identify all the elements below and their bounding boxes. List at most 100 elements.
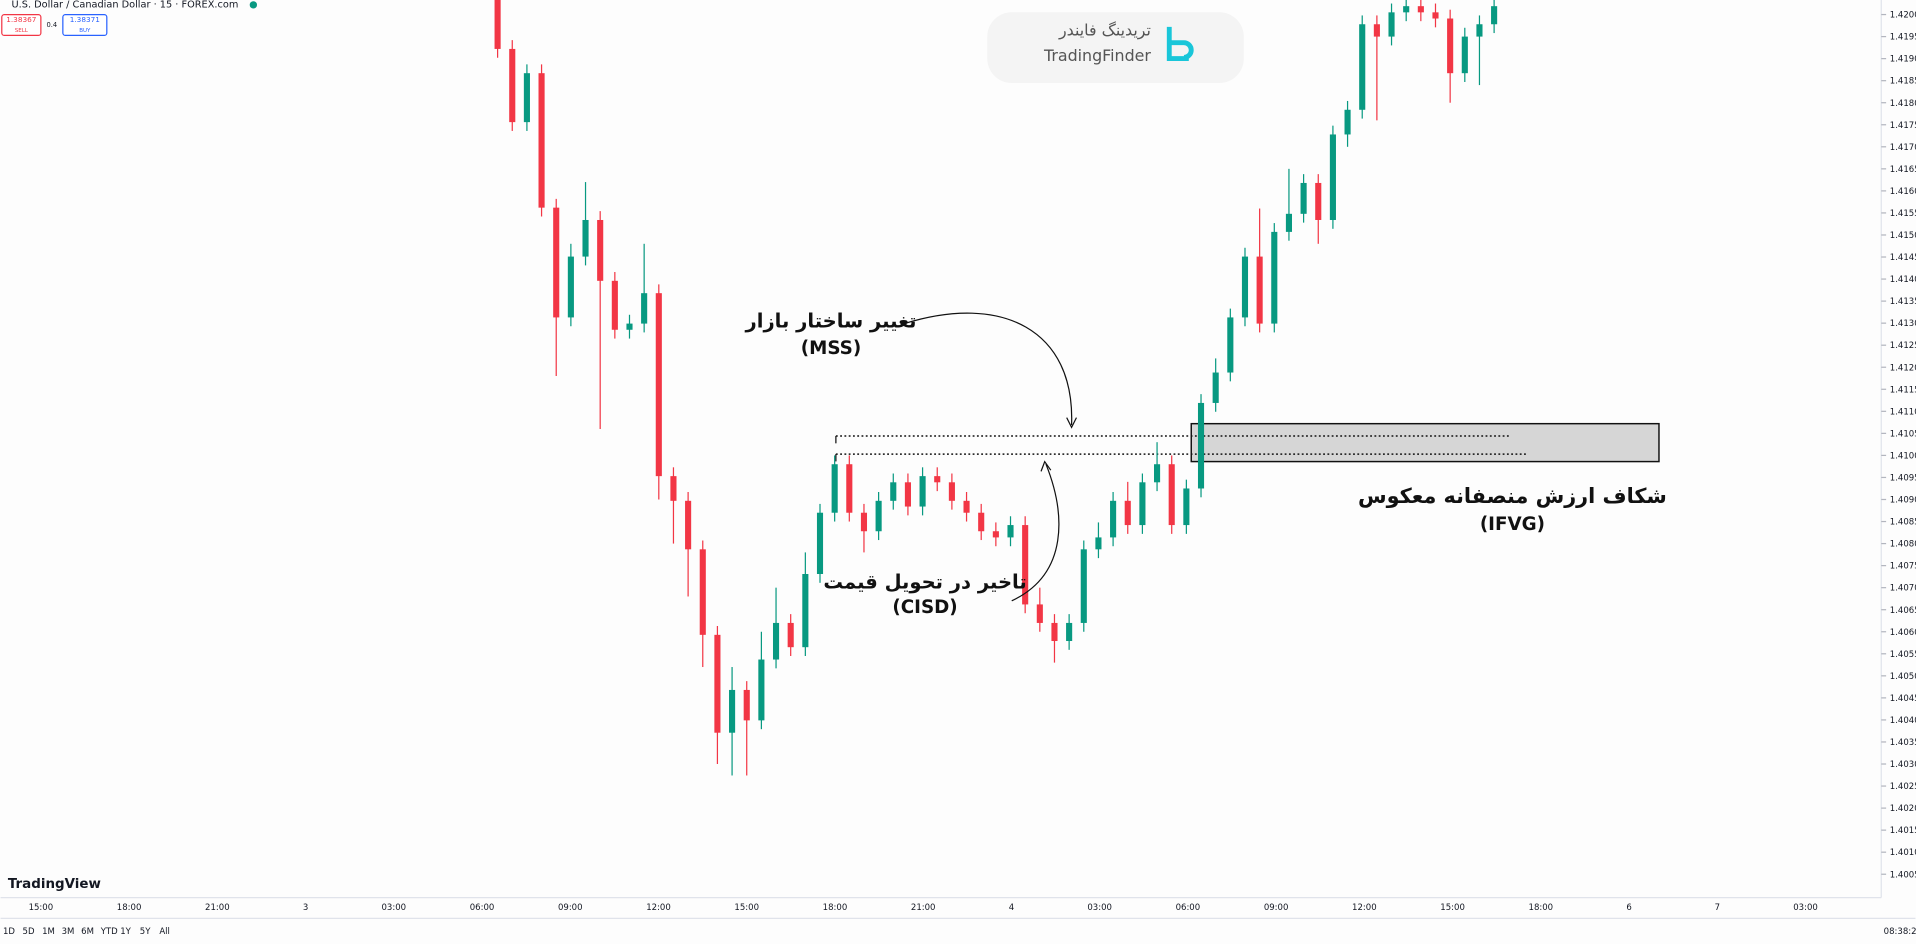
x-tick-label: 09:00 [558, 903, 583, 913]
candle-body [1212, 372, 1219, 403]
brand: TradingView [8, 877, 101, 892]
candle-body [626, 323, 633, 330]
cisd-arrowhead [1040, 460, 1052, 472]
x-tick-label: 3 [303, 903, 308, 913]
y-tick-label: 1.41400 [1890, 275, 1916, 285]
watermark-logo [1166, 26, 1194, 62]
candle-body [1491, 6, 1498, 25]
range-button[interactable]: YTD [100, 927, 118, 937]
candle-body [1256, 256, 1263, 324]
candle-body [509, 48, 516, 123]
symbol: U.S. Dollar / Canadian Dollar · 15 · FOR… [12, 0, 239, 10]
candle-body [685, 500, 692, 550]
y-tick-label: 1.40300 [1890, 760, 1916, 770]
y-tick-label: 1.41750 [1890, 121, 1916, 131]
candle-body [1447, 18, 1454, 74]
range-button[interactable]: 5Y [140, 927, 151, 937]
range-button[interactable]: 1Y [120, 927, 131, 937]
mss-arrow [904, 312, 1073, 426]
y-tick-label: 1.40950 [1890, 474, 1916, 484]
candle-body [1344, 109, 1351, 135]
candle-body [567, 256, 574, 318]
candle-body [992, 531, 999, 538]
y-tick-label: 1.41050 [1890, 429, 1916, 439]
candle-body [758, 659, 765, 721]
y-tick-label: 1.41200 [1890, 363, 1916, 373]
mss-arrowhead [1066, 417, 1078, 429]
candle-body [1022, 525, 1029, 605]
y-tick-label: 1.40850 [1890, 518, 1916, 528]
y-tick-label: 1.41300 [1890, 319, 1916, 329]
candle-body [919, 476, 926, 507]
candle-body [816, 512, 824, 575]
spread: 0.4 [47, 21, 58, 29]
candle-body [1095, 537, 1102, 550]
candle-body [1373, 24, 1380, 37]
buy-label: BUY [79, 28, 91, 34]
y-tick-label: 1.41250 [1890, 341, 1916, 351]
ifvg-label: (IFVG) [1480, 514, 1545, 535]
candle-body [860, 512, 868, 532]
candle-body [963, 500, 970, 513]
candle-body [1388, 12, 1395, 37]
candle-body [787, 622, 794, 648]
y-tick-label: 1.40400 [1890, 716, 1916, 726]
x-tick-label: 06:00 [470, 903, 495, 913]
y-tick-label: 1.41100 [1890, 407, 1916, 417]
x-tick-label: 03:00 [382, 903, 407, 913]
y-tick-label: 1.40800 [1890, 540, 1916, 550]
x-tick-label: 15:00 [734, 903, 759, 913]
ifvg-fa: شکاف ارزش منصفانه معکوس [1358, 484, 1667, 508]
y-tick-label: 1.41650 [1890, 165, 1916, 175]
candle-body [1139, 482, 1146, 526]
candle-body [1036, 604, 1043, 623]
candle-body [1300, 182, 1307, 214]
y-tick-label: 1.42000 [1890, 11, 1916, 21]
x-tick-label: 18:00 [823, 903, 848, 913]
watermark-en: TradingFinder [1043, 46, 1151, 65]
y-tick-label: 1.40900 [1890, 496, 1916, 506]
sell-price: 1.38367 [6, 15, 37, 24]
candle-body [655, 293, 662, 477]
buy-button[interactable] [62, 14, 108, 37]
candle-body [978, 512, 985, 532]
y-tick-label: 1.40100 [1890, 848, 1916, 858]
candle-body [802, 574, 809, 648]
sell-button[interactable] [1, 14, 42, 37]
y-tick-label: 1.40350 [1890, 738, 1916, 748]
status-dot [249, 1, 258, 9]
candle-body [1461, 36, 1468, 74]
candle-body [934, 476, 941, 483]
candle-body [597, 219, 604, 281]
clock: 08:38:25 UTC [1884, 927, 1916, 937]
range-button[interactable]: 5D [23, 927, 35, 937]
y-tick-label: 1.40150 [1890, 826, 1916, 836]
candle-body [1227, 317, 1234, 373]
watermark-fa: تریدینگ فایندر [1058, 20, 1151, 40]
x-tick-label: 21:00 [205, 903, 230, 913]
range-button[interactable]: 3M [62, 927, 75, 937]
range-button[interactable]: 6M [81, 927, 94, 937]
y-tick-label: 1.41550 [1890, 209, 1916, 219]
candle-body [1476, 24, 1483, 37]
range-button[interactable]: 1M [42, 927, 55, 937]
y-tick-label: 1.41500 [1890, 231, 1916, 241]
candle-body [1110, 500, 1117, 538]
x-tick-label: 03:00 [1793, 903, 1818, 913]
candle-body [1417, 6, 1424, 13]
y-tick-label: 1.41150 [1890, 385, 1916, 395]
candle-body [1197, 402, 1205, 489]
candle-body [1183, 488, 1190, 526]
candle-body [714, 634, 721, 733]
y-tick-label: 1.40600 [1890, 628, 1916, 638]
candle-body [743, 689, 750, 721]
range-button[interactable]: All [159, 927, 170, 937]
candle-body [846, 464, 853, 513]
y-tick-label: 1.41850 [1890, 77, 1916, 87]
candle-body [1051, 622, 1058, 642]
y-tick-label: 1.40050 [1890, 870, 1916, 880]
range-button[interactable]: 1D [3, 927, 15, 937]
candle-body [523, 73, 530, 123]
